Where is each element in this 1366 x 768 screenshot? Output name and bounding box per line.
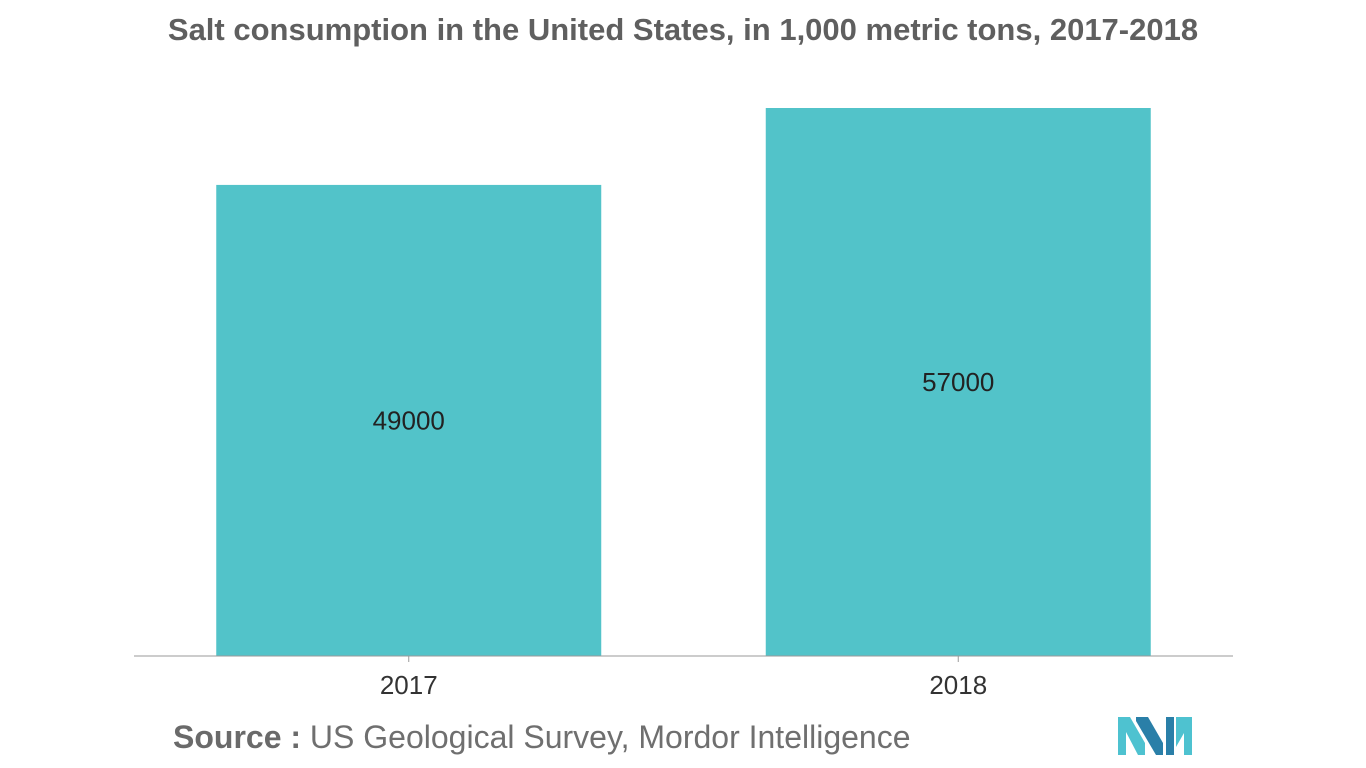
x-tick-label-2018: 2018 — [929, 670, 987, 700]
source-text: US Geological Survey, Mordor Intelligenc… — [309, 719, 911, 755]
mordor-intelligence-logo-icon — [1118, 717, 1192, 755]
x-tick-label-2017: 2017 — [380, 670, 438, 700]
chart-title: Salt consumption in the United States, i… — [167, 12, 1199, 47]
source-label: Source : — [173, 719, 302, 755]
data-label-2017: 49000 — [373, 405, 445, 435]
bar-2017 — [216, 184, 602, 656]
bar-2018 — [765, 108, 1151, 656]
data-label-2018: 57000 — [922, 367, 994, 397]
bars-layer: 49000 57000 — [216, 108, 1151, 656]
source-note: Source : US Geological Survey, Mordor In… — [173, 719, 911, 756]
ticks-layer: 2017 2018 — [380, 656, 987, 700]
